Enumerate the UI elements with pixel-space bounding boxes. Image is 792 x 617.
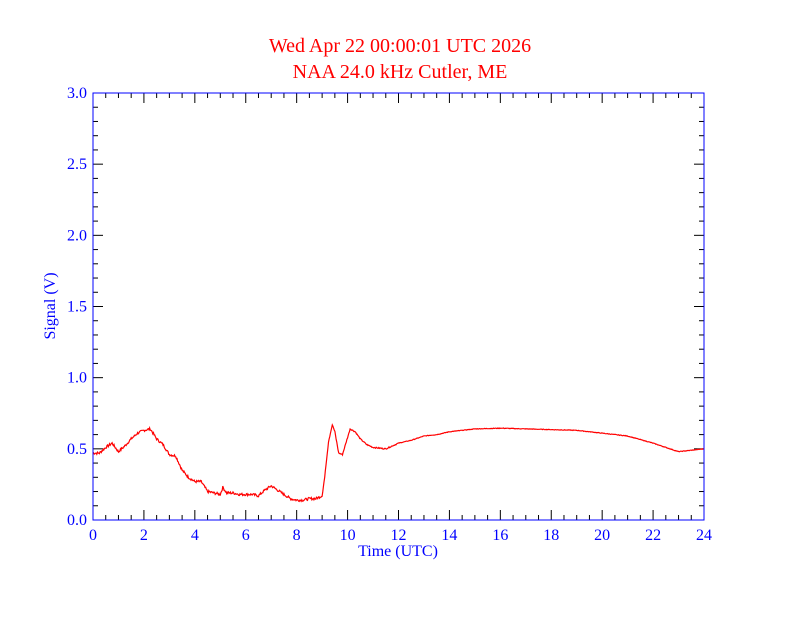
series-line <box>92 423 705 503</box>
x-tick-label: 12 <box>391 527 407 544</box>
y-tick-label: 0.0 <box>67 512 87 529</box>
x-tick-label: 2 <box>140 527 148 544</box>
chart-title: Wed Apr 22 00:00:01 UTC 2026 <box>269 35 531 57</box>
x-tick-label: 14 <box>441 527 457 544</box>
y-tick-label: 2.5 <box>67 156 87 173</box>
y-tick-label: 1.5 <box>67 299 87 316</box>
y-tick-label: 2.0 <box>67 227 87 244</box>
x-tick-label: 8 <box>293 527 301 544</box>
tick-marks <box>92 92 705 521</box>
plot-frame <box>92 92 705 521</box>
chart-subtitle: NAA 24.0 kHz Cutler, ME <box>293 61 508 83</box>
x-tick-label: 18 <box>543 527 559 544</box>
x-tick-label: 10 <box>340 527 356 544</box>
y-tick-label: 1.0 <box>67 370 87 387</box>
y-axis-label: Signal (V) <box>42 272 59 339</box>
x-tick-label: 20 <box>594 527 610 544</box>
y-tick-label: 0.5 <box>67 441 87 458</box>
x-tick-label: 4 <box>191 527 199 544</box>
x-tick-label: 16 <box>492 527 508 544</box>
x-tick-label: 22 <box>645 527 661 544</box>
x-axis-label: Time (UTC) <box>358 543 438 560</box>
tick-labels: 0 2 4 6 8 10 12 14 16 18 20 22 240.00.51.01.52.02.53… <box>67 85 712 544</box>
x-tick-label: 0 <box>89 527 97 544</box>
x-tick-label: 24 <box>696 527 712 544</box>
x-tick-label: 6 <box>242 527 250 544</box>
y-tick-label: 3.0 <box>67 85 87 102</box>
